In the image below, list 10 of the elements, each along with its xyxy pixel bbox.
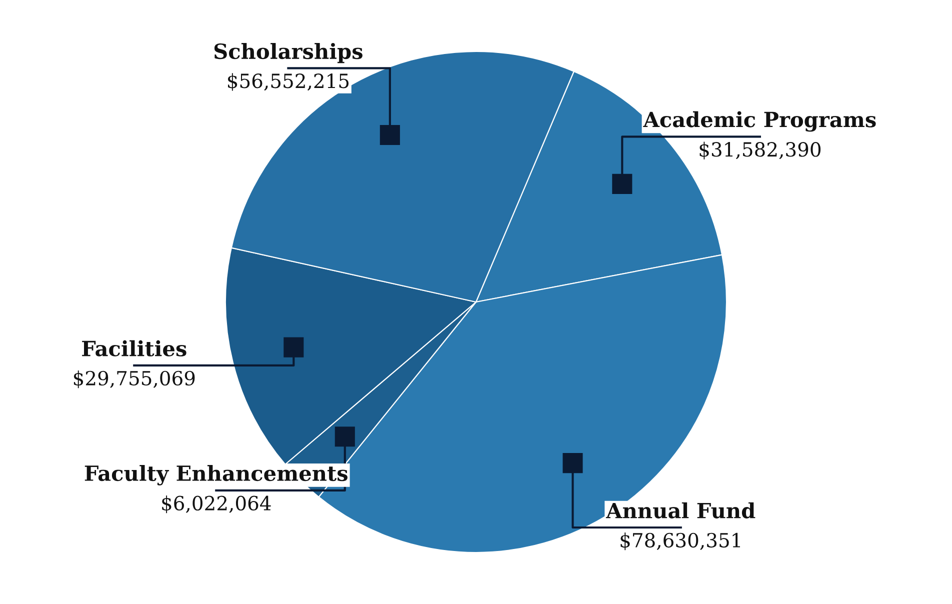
slice-label: Academic Programs bbox=[643, 111, 876, 132]
slice-label: Scholarships bbox=[214, 42, 362, 64]
data-label: $6,022,064 bbox=[162, 495, 271, 514]
slice-label: Annual Fund bbox=[606, 502, 756, 518]
data-label: $29,755,069 bbox=[74, 370, 195, 388]
slice-label: Faculty Enhancements bbox=[84, 464, 348, 486]
data-label: $78,630,351 bbox=[620, 532, 740, 550]
data-label: $56,552,215 bbox=[228, 73, 349, 91]
slice-label: Facilities bbox=[82, 340, 186, 356]
data-label: $31,582,390 bbox=[700, 142, 821, 160]
